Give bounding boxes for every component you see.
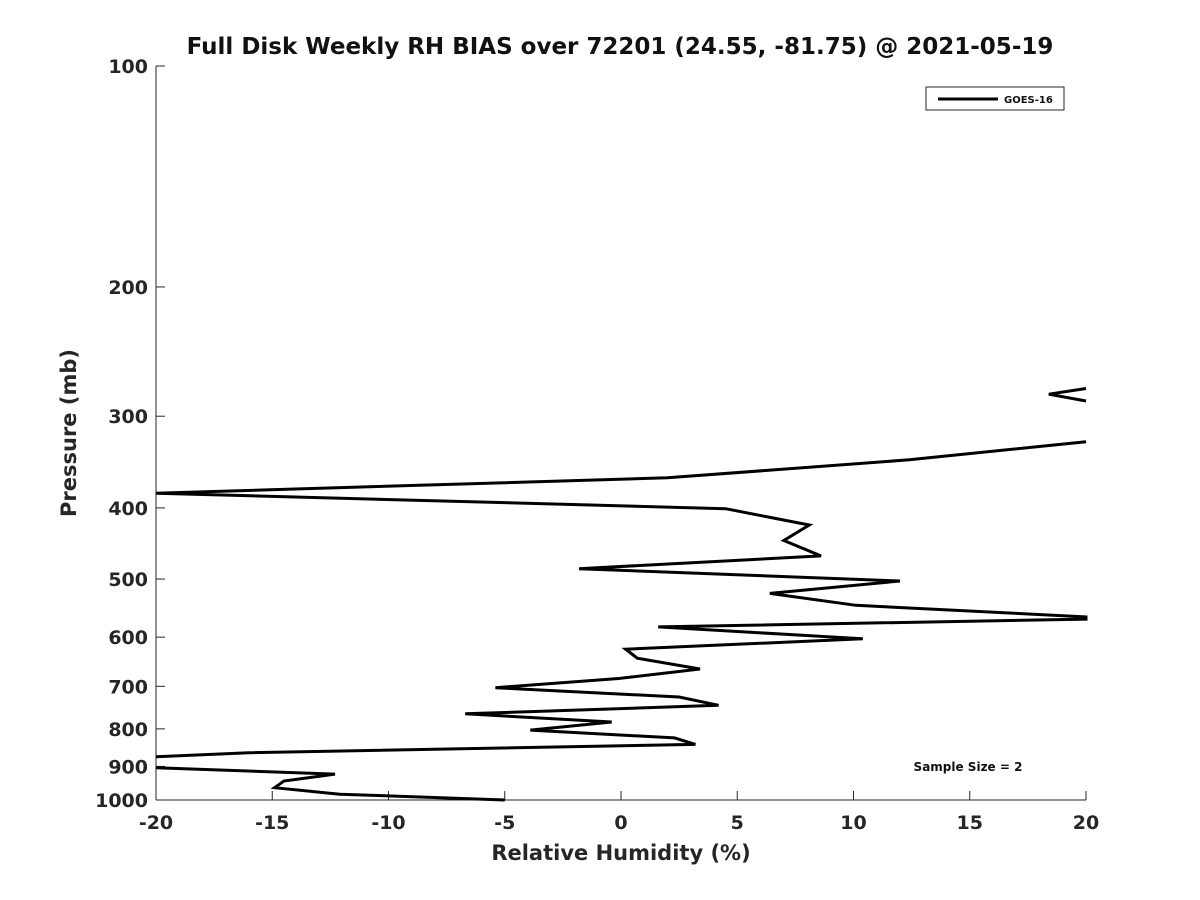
series-line-goes-16 (155, 766, 505, 802)
x-tick-label: -5 (494, 812, 515, 834)
x-axis-label: Relative Humidity (%) (491, 841, 750, 865)
x-tick-label: 0 (614, 812, 627, 834)
y-tick-label: 900 (108, 756, 148, 778)
y-axis-label: Pressure (mb) (57, 349, 81, 517)
sample-size-annotation: Sample Size = 2 (914, 760, 1023, 774)
y-tick-label: 400 (108, 498, 148, 520)
plot-area (155, 387, 1088, 802)
y-tick-label: 800 (108, 719, 148, 741)
x-tick-label: -20 (139, 812, 173, 834)
x-tick-label: 10 (840, 812, 866, 834)
y-tick-label: 700 (108, 676, 148, 698)
series-line-goes-16 (1048, 387, 1087, 403)
y-tick-label: 200 (108, 277, 148, 299)
y-tick-label: 300 (108, 406, 148, 428)
y-tick-label: 1000 (95, 790, 148, 812)
x-tick-label: 15 (957, 812, 983, 834)
y-tick-label: 100 (108, 56, 148, 78)
y-axis-ticks: 100 200 300 400 500 600 700 800 900 1000 (95, 56, 165, 812)
y-tick-label: 600 (108, 627, 148, 649)
x-tick-label: 20 (1073, 812, 1099, 834)
x-axis-ticks: -20 -15 -10 -5 0 5 10 15 20 (139, 791, 1099, 834)
y-tick-label: 500 (108, 569, 148, 591)
series-line-goes-16 (155, 440, 1088, 759)
chart-title: Full Disk Weekly RH BIAS over 72201 (24.… (187, 34, 1054, 60)
x-tick-label: -15 (255, 812, 289, 834)
x-tick-label: -10 (371, 812, 405, 834)
legend-label-goes-16: GOES-16 (1004, 95, 1053, 106)
legend: GOES-16 (925, 86, 1065, 111)
x-tick-label: 5 (731, 812, 744, 834)
